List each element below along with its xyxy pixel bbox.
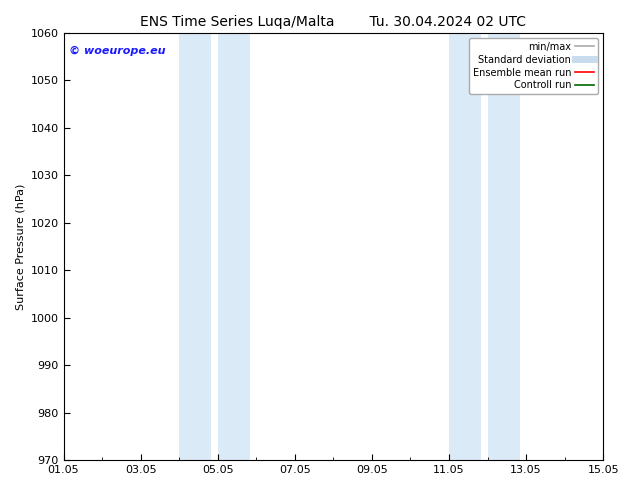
Bar — [217, 33, 250, 460]
Y-axis label: Surface Pressure (hPa): Surface Pressure (hPa) — [15, 183, 25, 310]
Bar — [488, 33, 519, 460]
Bar — [449, 33, 481, 460]
Text: © woeurope.eu: © woeurope.eu — [69, 46, 165, 56]
Bar — [179, 33, 211, 460]
Legend: min/max, Standard deviation, Ensemble mean run, Controll run: min/max, Standard deviation, Ensemble me… — [469, 38, 598, 95]
Title: ENS Time Series Luqa/Malta        Tu. 30.04.2024 02 UTC: ENS Time Series Luqa/Malta Tu. 30.04.202… — [140, 15, 526, 29]
